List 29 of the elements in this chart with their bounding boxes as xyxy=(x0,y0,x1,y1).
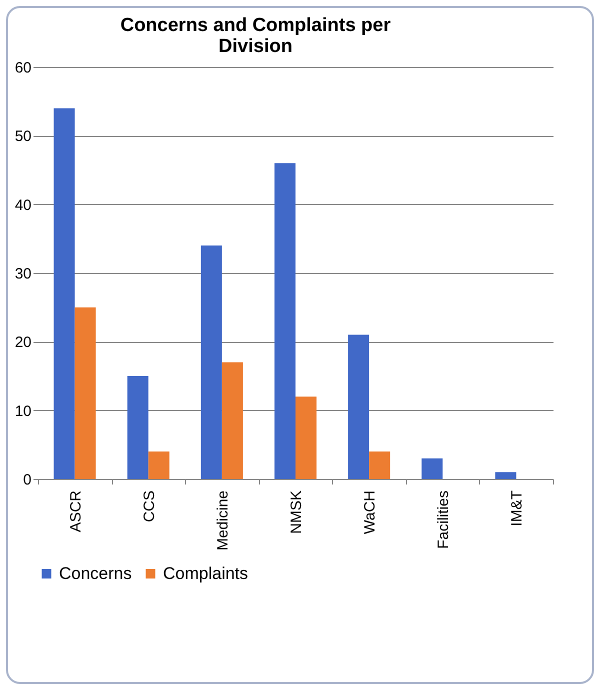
chart-title: Concerns and Complaints per Division xyxy=(120,15,392,57)
y-tick-label: 30 xyxy=(14,266,32,282)
x-tick-label: ASCR xyxy=(67,490,84,532)
y-tick-label: 60 xyxy=(14,60,32,76)
y-tick-label: 40 xyxy=(14,196,32,214)
bar xyxy=(495,472,516,479)
x-tick-label: WaCH xyxy=(362,490,379,534)
y-tick-label: 10 xyxy=(14,402,32,420)
x-tick-label: CCS xyxy=(140,490,158,522)
legend-label: Concerns xyxy=(59,564,132,583)
y-tick-label: 20 xyxy=(14,334,32,352)
bar xyxy=(54,108,75,479)
bar xyxy=(369,452,390,479)
x-tick-label: Facilities xyxy=(435,490,452,549)
bar xyxy=(127,376,148,479)
y-tick-label: 50 xyxy=(14,128,32,146)
bar xyxy=(200,246,222,479)
x-tick-label: NMSK xyxy=(288,490,305,534)
bar xyxy=(348,334,370,479)
y-tick-label: 0 xyxy=(23,472,32,488)
bar xyxy=(222,362,243,479)
x-tick-label: Medicine xyxy=(214,490,232,551)
bar xyxy=(74,307,96,479)
legend-label: Complaints xyxy=(163,564,248,583)
bar xyxy=(274,163,296,479)
x-tick-label: IM&T xyxy=(508,490,526,526)
bar xyxy=(422,458,443,479)
bar xyxy=(296,396,317,479)
bar xyxy=(148,452,170,479)
